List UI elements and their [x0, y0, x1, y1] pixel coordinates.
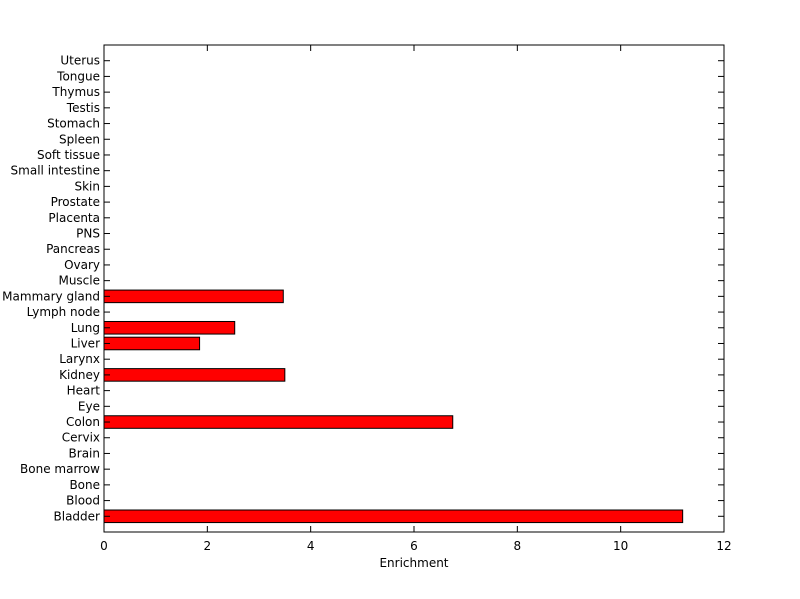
bars-group: [103, 289, 684, 524]
y-tick-label: Colon: [66, 415, 100, 429]
plot-frame: [103, 44, 725, 533]
y-tick-label: Pancreas: [46, 242, 100, 256]
y-tick-label: Blood: [66, 494, 100, 508]
y-tick-label: Prostate: [51, 195, 100, 209]
y-tick-label: Eye: [78, 399, 100, 413]
y-tick-label: Uterus: [60, 54, 100, 68]
y-tick-label: Larynx: [59, 352, 100, 366]
y-tick-label: PNS: [76, 227, 100, 241]
x-axis-label: Enrichment: [379, 556, 448, 570]
x-tick-label: 6: [410, 539, 418, 553]
x-tick-label: 0: [100, 539, 108, 553]
y-tick-label: Skin: [74, 179, 100, 193]
plot-area: [104, 45, 724, 532]
y-tick-label: Cervix: [62, 431, 100, 445]
x-tick-label: 4: [307, 539, 315, 553]
y-tick-label: Kidney: [59, 368, 100, 382]
x-tick-label: 10: [613, 539, 628, 553]
y-tick-label: Tongue: [56, 69, 100, 83]
y-tick-label: Testis: [66, 101, 100, 115]
y-tick-label: Lung: [71, 321, 100, 335]
y-tick-label: Stomach: [47, 117, 100, 131]
bar-colon: [103, 415, 454, 429]
x-tick-label: 12: [716, 539, 731, 553]
bar-bladder: [103, 509, 684, 524]
y-tick-label: Spleen: [59, 132, 100, 146]
y-tick-label: Mammary gland: [2, 289, 100, 303]
bar-lung: [103, 320, 236, 335]
y-tick-label: Thymus: [51, 85, 100, 99]
y-tick-label: Bone marrow: [20, 462, 100, 476]
x-tick-label: 8: [514, 539, 522, 553]
y-tick-label: Brain: [69, 446, 100, 460]
x-tick-label: 2: [204, 539, 212, 553]
y-tick-label: Small intestine: [11, 164, 100, 178]
y-tick-label: Bone: [69, 478, 100, 492]
y-tick-label: Lymph node: [27, 305, 100, 319]
bar-mammary-gland: [103, 289, 284, 304]
y-tick-label: Heart: [67, 384, 101, 398]
bar-kidney: [103, 368, 286, 382]
bar-liver: [103, 336, 201, 351]
y-tick-label: Liver: [71, 336, 101, 350]
y-tick-label: Bladder: [54, 509, 101, 523]
x-axis-ticks: 0 2 4 6 8 10 12: [100, 45, 732, 553]
y-tick-label: Placenta: [48, 211, 100, 225]
y-tick-label: Ovary: [64, 258, 100, 272]
y-tick-label: Muscle: [58, 274, 100, 288]
y-tick-label: Soft tissue: [37, 148, 100, 162]
